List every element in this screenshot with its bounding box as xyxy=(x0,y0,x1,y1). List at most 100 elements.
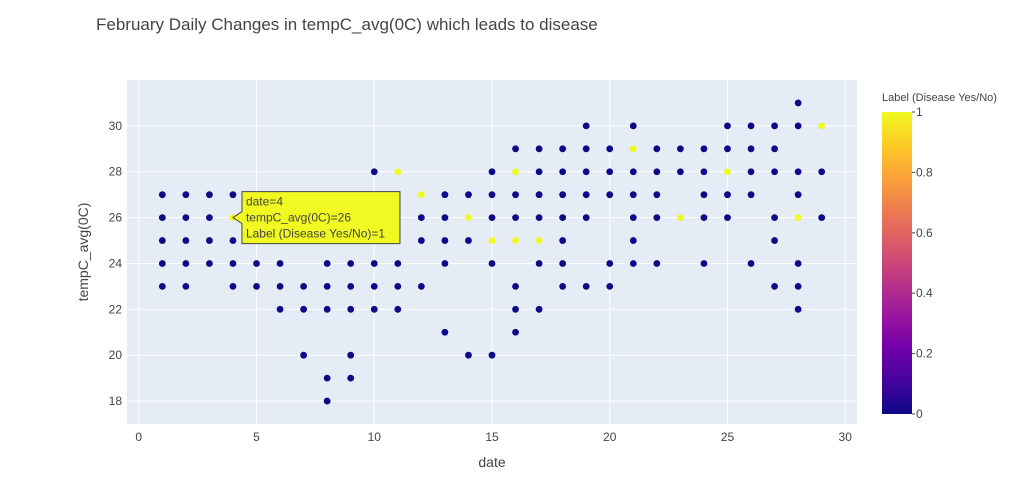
data-point xyxy=(559,145,567,153)
data-point xyxy=(700,260,708,267)
hover-line: date=4 xyxy=(246,195,283,209)
data-point xyxy=(629,237,637,244)
data-point xyxy=(206,214,213,222)
data-point xyxy=(276,260,284,267)
data-point xyxy=(700,168,708,176)
data-point xyxy=(676,214,684,222)
colorbar-tick-label: 0.2 xyxy=(916,347,933,361)
data-point xyxy=(465,191,472,199)
colorbar-tick-label: 0.6 xyxy=(916,226,933,240)
data-point xyxy=(724,122,731,130)
data-point xyxy=(582,283,590,290)
data-point xyxy=(347,305,355,313)
x-tick-label: 5 xyxy=(253,430,260,444)
data-point xyxy=(535,145,543,153)
data-point xyxy=(818,168,826,176)
colorbar-title: Label (Disease Yes/No) xyxy=(882,92,997,104)
data-point xyxy=(323,374,331,382)
data-point xyxy=(606,283,614,290)
data-point xyxy=(323,260,331,267)
data-point xyxy=(794,283,802,290)
data-point xyxy=(629,260,637,267)
data-point xyxy=(488,351,496,359)
data-point xyxy=(653,214,661,222)
data-point xyxy=(465,351,472,359)
data-point xyxy=(582,214,590,222)
data-point xyxy=(606,191,614,199)
data-point xyxy=(724,214,731,222)
y-tick-label: 28 xyxy=(109,165,123,179)
data-point xyxy=(794,260,802,267)
data-point xyxy=(488,191,496,199)
data-point xyxy=(465,237,472,244)
data-point xyxy=(606,168,614,176)
data-point xyxy=(512,305,519,313)
data-point xyxy=(300,305,308,313)
data-point xyxy=(417,214,425,222)
data-point xyxy=(559,237,567,244)
data-point xyxy=(771,145,778,153)
data-point xyxy=(794,99,802,107)
data-point xyxy=(229,237,237,244)
data-point xyxy=(512,168,519,176)
data-point xyxy=(182,237,190,244)
data-point xyxy=(394,283,402,290)
data-point xyxy=(229,191,237,199)
data-point xyxy=(512,145,519,153)
data-point xyxy=(512,214,519,222)
data-point xyxy=(488,214,496,222)
colorbar-tick-label: 0.4 xyxy=(916,286,933,300)
y-tick-label: 18 xyxy=(109,394,123,408)
data-point xyxy=(512,237,519,244)
data-points[interactable] xyxy=(158,99,826,405)
data-point xyxy=(512,328,519,336)
data-point xyxy=(229,283,237,290)
data-point xyxy=(724,168,731,176)
data-point xyxy=(394,168,402,176)
data-point xyxy=(559,283,567,290)
y-tick-label: 26 xyxy=(109,211,123,225)
data-point xyxy=(747,260,755,267)
hover-line: Label (Disease Yes/No)=1 xyxy=(246,227,385,241)
data-point xyxy=(582,145,590,153)
data-point xyxy=(559,191,567,199)
data-point xyxy=(347,351,355,359)
data-point xyxy=(606,260,614,267)
data-point xyxy=(206,191,213,199)
data-point xyxy=(441,260,449,267)
hover-tooltip: date=4 tempC_avg(0C)=26 Label (Disease Yes… xyxy=(232,191,401,245)
x-tick-label: 0 xyxy=(135,430,142,444)
data-point xyxy=(300,283,308,290)
data-point xyxy=(182,283,190,290)
y-tick-labels: 18 20 22 24 26 28 30 xyxy=(109,119,123,408)
data-point xyxy=(323,305,331,313)
hover-line: tempC_avg(0C)=26 xyxy=(246,211,351,225)
data-point xyxy=(559,214,567,222)
data-point xyxy=(629,191,637,199)
data-point xyxy=(771,122,778,130)
data-point xyxy=(441,237,449,244)
data-point xyxy=(347,260,355,267)
data-point xyxy=(370,283,378,290)
data-point xyxy=(559,168,567,176)
data-point xyxy=(700,191,708,199)
data-point xyxy=(441,328,449,336)
x-tick-label: 20 xyxy=(603,430,617,444)
y-tick-label: 24 xyxy=(109,256,123,270)
data-point xyxy=(794,191,802,199)
data-point xyxy=(323,397,331,405)
data-point xyxy=(370,260,378,267)
data-point xyxy=(747,191,755,199)
data-point xyxy=(559,260,567,267)
data-point xyxy=(300,351,308,359)
data-point xyxy=(488,237,496,244)
data-point xyxy=(370,305,378,313)
x-tick-label: 25 xyxy=(721,430,735,444)
data-point xyxy=(747,145,755,153)
data-point xyxy=(323,283,331,290)
data-point xyxy=(347,374,355,382)
data-point xyxy=(417,283,425,290)
y-tick-label: 20 xyxy=(109,348,123,362)
data-point xyxy=(747,168,755,176)
